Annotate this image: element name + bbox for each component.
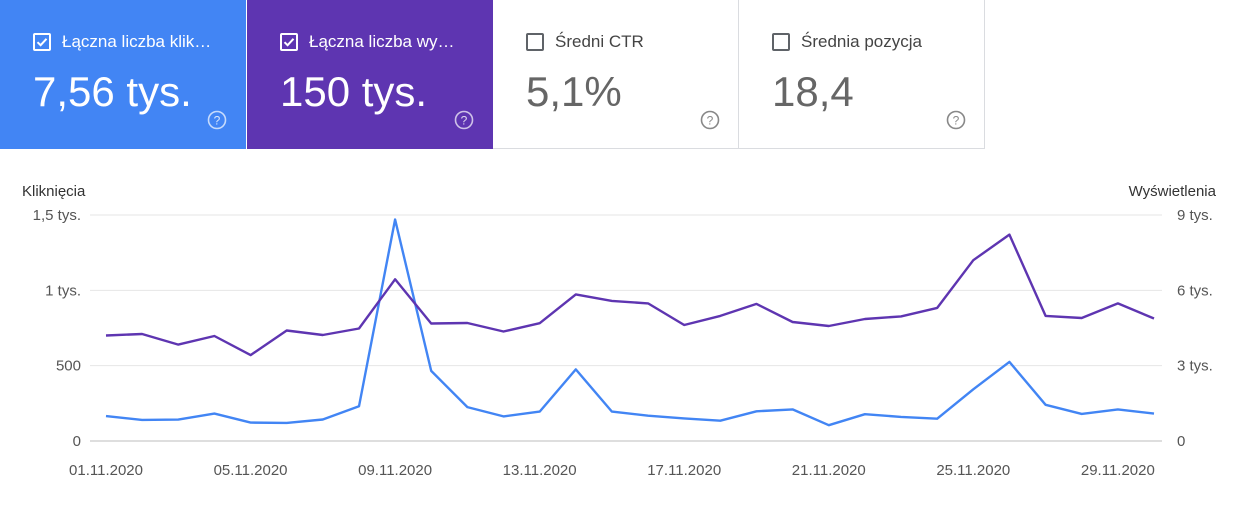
x-tick-label: 05.11.2020	[214, 462, 288, 479]
y-right-tick-label: 6 tys.	[1177, 282, 1213, 299]
metric-label: Średnia pozycja	[801, 32, 922, 51]
y-right-tick-label: 9 tys.	[1177, 207, 1213, 224]
checkbox-clicks[interactable]	[33, 33, 51, 51]
check-icon	[283, 38, 295, 47]
metric-value: 7,56 tys.	[33, 68, 192, 115]
svg-text:?: ?	[461, 114, 468, 128]
checkbox-ctr[interactable]	[526, 33, 544, 51]
checkbox-position[interactable]	[772, 33, 790, 51]
svg-text:?: ?	[214, 114, 221, 128]
metric-label: Łączna liczba klik…	[62, 32, 212, 51]
y-right-tick-label: 3 tys.	[1177, 358, 1213, 375]
check-icon	[36, 38, 48, 47]
metric-value: 150 tys.	[280, 68, 428, 115]
x-tick-label: 29.11.2020	[1081, 462, 1155, 479]
metric-card-impressions[interactable]: Łączna liczba wy… 150 tys. ?	[247, 0, 493, 149]
metric-value: 5,1%	[526, 68, 622, 115]
metric-card-position[interactable]: Średnia pozycja 18,4 ?	[739, 0, 985, 149]
x-tick-label: 13.11.2020	[503, 462, 577, 479]
checkbox-impressions[interactable]	[280, 33, 298, 51]
y-left-tick-label: 1,5 tys.	[33, 207, 81, 224]
metric-value: 18,4	[772, 68, 854, 115]
metric-label: Średni CTR	[555, 32, 644, 51]
help-icon[interactable]: ?	[207, 110, 227, 130]
help-icon[interactable]: ?	[700, 110, 720, 130]
y-left-axis-label: Kliknięcia	[22, 183, 86, 200]
metric-card-ctr[interactable]: Średni CTR 5,1% ?	[493, 0, 739, 149]
svg-text:?: ?	[707, 114, 714, 128]
metric-card-clicks[interactable]: Łączna liczba klik… 7,56 tys. ?	[0, 0, 246, 149]
metric-cards: Łączna liczba klik… 7,56 tys. ? Łączna l…	[0, 0, 985, 149]
impressions-series-line	[105, 233, 1155, 357]
x-tick-label: 21.11.2020	[792, 462, 866, 479]
clicks-series-line	[105, 218, 1155, 427]
y-right-tick-label: 0	[1177, 433, 1185, 450]
performance-chart: Kliknięcia Wyświetlenia 0 0 500 3 tys. 1 tys…	[22, 183, 1217, 479]
y-left-tick-label: 500	[56, 358, 81, 375]
help-icon[interactable]: ?	[454, 110, 474, 130]
x-tick-label: 17.11.2020	[647, 462, 721, 479]
svg-text:?: ?	[953, 114, 960, 128]
x-tick-label: 25.11.2020	[936, 462, 1010, 479]
metric-label: Łączna liczba wy…	[309, 32, 455, 51]
y-left-tick-label: 0	[73, 433, 81, 450]
help-icon[interactable]: ?	[946, 110, 966, 130]
x-tick-label: 01.11.2020	[69, 462, 143, 479]
y-left-tick-label: 1 tys.	[45, 282, 81, 299]
x-tick-label: 09.11.2020	[358, 462, 432, 479]
y-right-axis-label: Wyświetlenia	[1129, 183, 1217, 200]
